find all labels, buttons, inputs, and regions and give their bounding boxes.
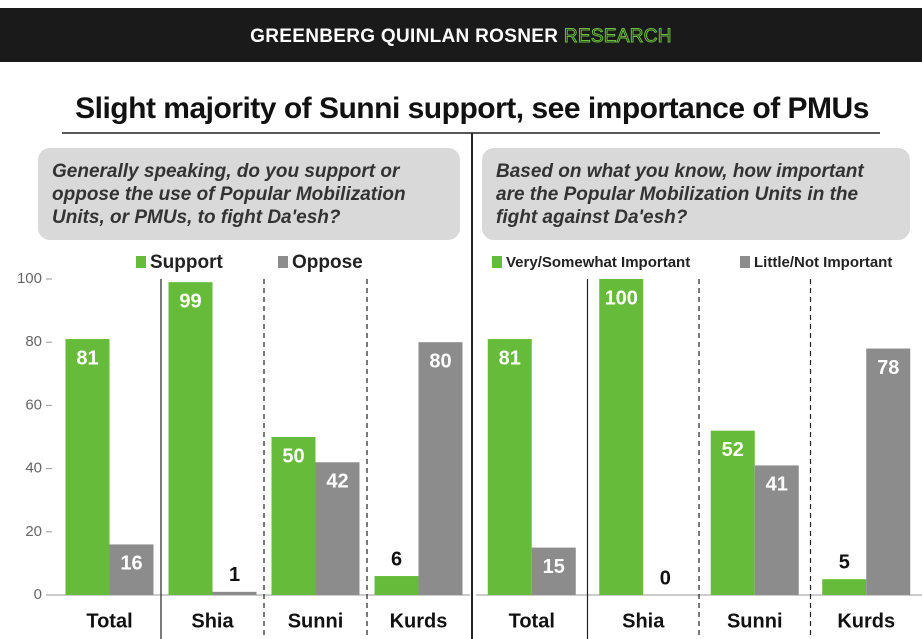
value-label: 81 — [76, 347, 98, 369]
charts: 020406080100SupportOpposeTotal8116Shia99… — [0, 0, 922, 639]
legend-swatch — [136, 256, 146, 268]
value-label: 15 — [543, 556, 565, 578]
bar — [66, 339, 110, 595]
value-label: 52 — [722, 439, 744, 461]
value-label: 99 — [179, 290, 201, 312]
legend-label: Very/Somewhat Important — [506, 254, 690, 271]
bar — [419, 342, 463, 595]
y-tick-label: 40 — [25, 460, 42, 477]
value-label: 6 — [391, 548, 402, 570]
x-tick-label: Shia — [191, 610, 234, 632]
bar — [375, 576, 419, 595]
legend-swatch — [278, 256, 288, 268]
legend-swatch — [740, 256, 750, 268]
bar — [822, 579, 866, 595]
x-tick-label: Total — [86, 610, 132, 632]
y-tick-label: 100 — [17, 270, 42, 287]
value-label: 1 — [229, 564, 240, 586]
x-tick-label: Sunni — [727, 610, 783, 632]
value-label: 5 — [839, 551, 850, 573]
x-tick-label: Kurds — [837, 610, 895, 632]
y-tick-label: 80 — [25, 333, 42, 350]
value-label: 78 — [877, 357, 899, 379]
x-tick-label: Sunni — [288, 610, 344, 632]
x-tick-label: Kurds — [390, 610, 448, 632]
y-tick-label: 60 — [25, 396, 42, 413]
bar — [213, 592, 257, 595]
legend-label: Support — [150, 252, 223, 273]
value-label: 42 — [326, 471, 348, 493]
slide: GREENBERG QUINLAN ROSNER RESEARCH Slight… — [0, 0, 922, 639]
y-tick-label: 20 — [25, 523, 42, 540]
value-label: 81 — [499, 347, 521, 369]
bar — [169, 282, 213, 595]
bar — [488, 339, 532, 595]
value-label: 16 — [120, 553, 142, 575]
x-tick-label: Total — [509, 610, 555, 632]
value-label: 100 — [605, 287, 638, 309]
legend-label: Little/Not Important — [754, 254, 892, 271]
legend-label: Oppose — [292, 252, 363, 273]
x-tick-label: Shia — [622, 610, 665, 632]
value-label: 80 — [429, 350, 451, 372]
bar — [866, 349, 910, 595]
value-label: 0 — [660, 567, 671, 589]
value-label: 50 — [282, 445, 304, 467]
y-tick-label: 0 — [34, 586, 42, 603]
legend-swatch — [492, 256, 502, 268]
bar — [599, 279, 643, 595]
value-label: 41 — [766, 474, 788, 496]
